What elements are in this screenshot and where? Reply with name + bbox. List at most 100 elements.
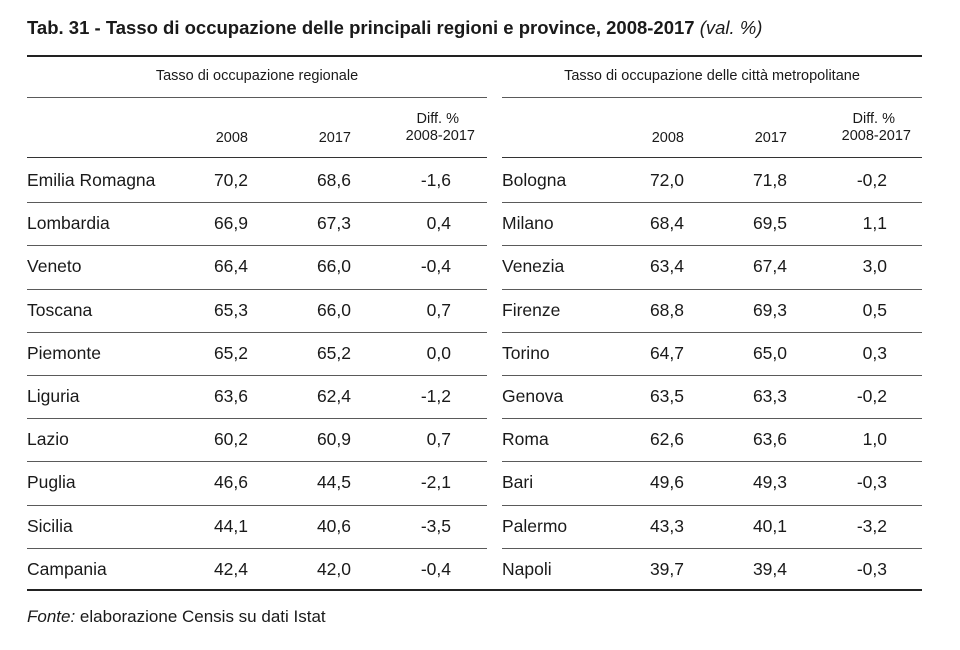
table-row: Campania 42,4 42,0 -0,4 Napoli 39,7 39,4 -0,3 [0, 548, 960, 591]
region-name: Emilia Romagna [27, 170, 156, 190]
city-2017: 40,1 [752, 515, 787, 536]
region-2017: 66,0 [316, 299, 351, 320]
city-2017: 67,4 [752, 256, 787, 277]
region-2008: 42,4 [213, 558, 248, 579]
region-diff: -0,4 [420, 558, 451, 579]
row-divider-left [27, 332, 487, 333]
col-header-2017-right: 2017 [754, 130, 787, 146]
city-diff: -0,2 [856, 386, 887, 406]
city-2017: 69,3 [752, 299, 787, 320]
row-divider-right [502, 548, 922, 549]
region-name: Campania [27, 558, 107, 579]
city-diff: 1,1 [862, 213, 887, 234]
region-diff: -2,1 [420, 472, 451, 493]
table-title-main: Tab. 31 - Tasso di occupazione delle pri… [27, 17, 695, 38]
region-2017: 65,2 [316, 342, 351, 363]
col-header-diff-right-line1: Diff. % [852, 111, 895, 127]
region-2008: 44,1 [213, 515, 248, 536]
region-2017: 60,9 [316, 429, 351, 450]
region-diff: -3,5 [420, 515, 451, 536]
table-row: Liguria 63,6 62,4 -1,2 Genova 63,5 63,3 -0,2 [0, 375, 960, 418]
region-2017: 44,5 [316, 472, 351, 493]
city-name: Bologna [502, 170, 567, 190]
col-header-diff-left-line2: 2008-2017 [405, 128, 475, 144]
top-rule [27, 55, 922, 57]
group-rule-right [502, 97, 922, 98]
group-title-regional: Tasso di occupazione regionale [155, 68, 359, 84]
city-2008: 49,6 [649, 472, 684, 493]
city-2008: 43,3 [649, 515, 684, 536]
city-diff: 1,0 [862, 429, 887, 450]
table-row: Emilia Romagna 70,2 68,6 -1,6 Bologna 72,0 71,… [0, 159, 960, 202]
region-2017: 66,0 [316, 256, 351, 277]
region-diff: -0,4 [420, 256, 451, 277]
table-row: Veneto 66,4 66,0 -0,4 Venezia 63,4 67,4 3,0 [0, 245, 960, 288]
region-2008: 66,9 [213, 213, 248, 234]
city-diff: 0,5 [862, 299, 887, 320]
table-row: Puglia 46,6 44,5 -2,1 Bari 49,6 49,3 -0,3 [0, 461, 960, 504]
row-divider-left [27, 548, 487, 549]
city-name: Roma [502, 429, 549, 450]
city-diff: 3,0 [862, 256, 887, 277]
col-header-diff-left-line1: Diff. % [416, 111, 459, 127]
region-2008: 46,6 [213, 472, 248, 493]
table-title: Tab. 31 - Tasso di occupazione delle pri… [27, 17, 762, 39]
city-2008: 63,5 [649, 386, 684, 406]
row-divider-left [27, 375, 487, 376]
city-2008: 68,4 [649, 213, 684, 234]
city-2017: 65,0 [752, 342, 787, 363]
header-rule-right [502, 157, 922, 158]
col-header-2008-left: 2008 [215, 130, 248, 146]
region-name: Veneto [27, 256, 82, 277]
row-divider-left [27, 245, 487, 246]
region-diff: 0,7 [426, 299, 451, 320]
city-2017: 63,6 [752, 429, 787, 450]
row-divider-right [502, 505, 922, 506]
row-divider-right [502, 245, 922, 246]
region-name: Lombardia [27, 213, 110, 234]
city-2017: 63,3 [752, 386, 787, 406]
table-row: Lazio 60,2 60,9 0,7 Roma 62,6 63,6 1,0 [0, 418, 960, 461]
table-row: Piemonte 65,2 65,2 0,0 Torino 64,7 65,0 0,3 [0, 332, 960, 375]
city-2008: 72,0 [649, 170, 684, 190]
region-2017: 67,3 [316, 213, 351, 234]
city-2008: 63,4 [649, 256, 684, 277]
row-divider-left [27, 202, 487, 203]
region-name: Liguria [27, 386, 80, 406]
region-2017: 40,6 [316, 515, 351, 536]
region-diff: 0,7 [426, 429, 451, 450]
region-diff: 0,0 [426, 342, 451, 363]
table-row: Toscana 65,3 66,0 0,7 Firenze 68,8 69,3 0,5 [0, 289, 960, 332]
city-name: Milano [502, 213, 554, 234]
city-2017: 71,8 [752, 170, 787, 190]
city-2017: 69,5 [752, 213, 787, 234]
city-name: Palermo [502, 515, 568, 536]
region-name: Piemonte [27, 342, 101, 363]
col-header-diff-right: Diff. % 2008-2017 [796, 111, 911, 145]
table-row: Sicilia 44,1 40,6 -3,5 Palermo 43,3 40,1 -3,2 [0, 505, 960, 548]
city-name: Firenze [502, 299, 561, 320]
region-diff: 0,4 [426, 213, 451, 234]
group-rule-left [27, 97, 487, 98]
col-header-2008-right: 2008 [651, 130, 684, 146]
bottom-rule [27, 589, 922, 591]
row-divider-right [502, 375, 922, 376]
row-divider-left [27, 461, 487, 462]
table-row: Lombardia 66,9 67,3 0,4 Milano 68,4 69,5 1,1 [0, 202, 960, 245]
city-2008: 68,8 [649, 299, 684, 320]
region-name: Lazio [27, 429, 69, 450]
region-2008: 70,2 [213, 170, 248, 190]
region-2008: 65,3 [213, 299, 248, 320]
row-divider-right [502, 461, 922, 462]
city-diff: -0,3 [856, 558, 887, 579]
row-divider-right [502, 332, 922, 333]
region-name: Toscana [27, 299, 93, 320]
city-2017: 49,3 [752, 472, 787, 493]
row-divider-left [27, 505, 487, 506]
city-diff: -3,2 [856, 515, 887, 536]
city-diff: 0,3 [862, 342, 887, 363]
row-divider-right [502, 202, 922, 203]
col-header-2017-left: 2017 [318, 130, 351, 146]
city-name: Venezia [502, 256, 565, 277]
table-title-unit: (val. %) [699, 17, 763, 38]
